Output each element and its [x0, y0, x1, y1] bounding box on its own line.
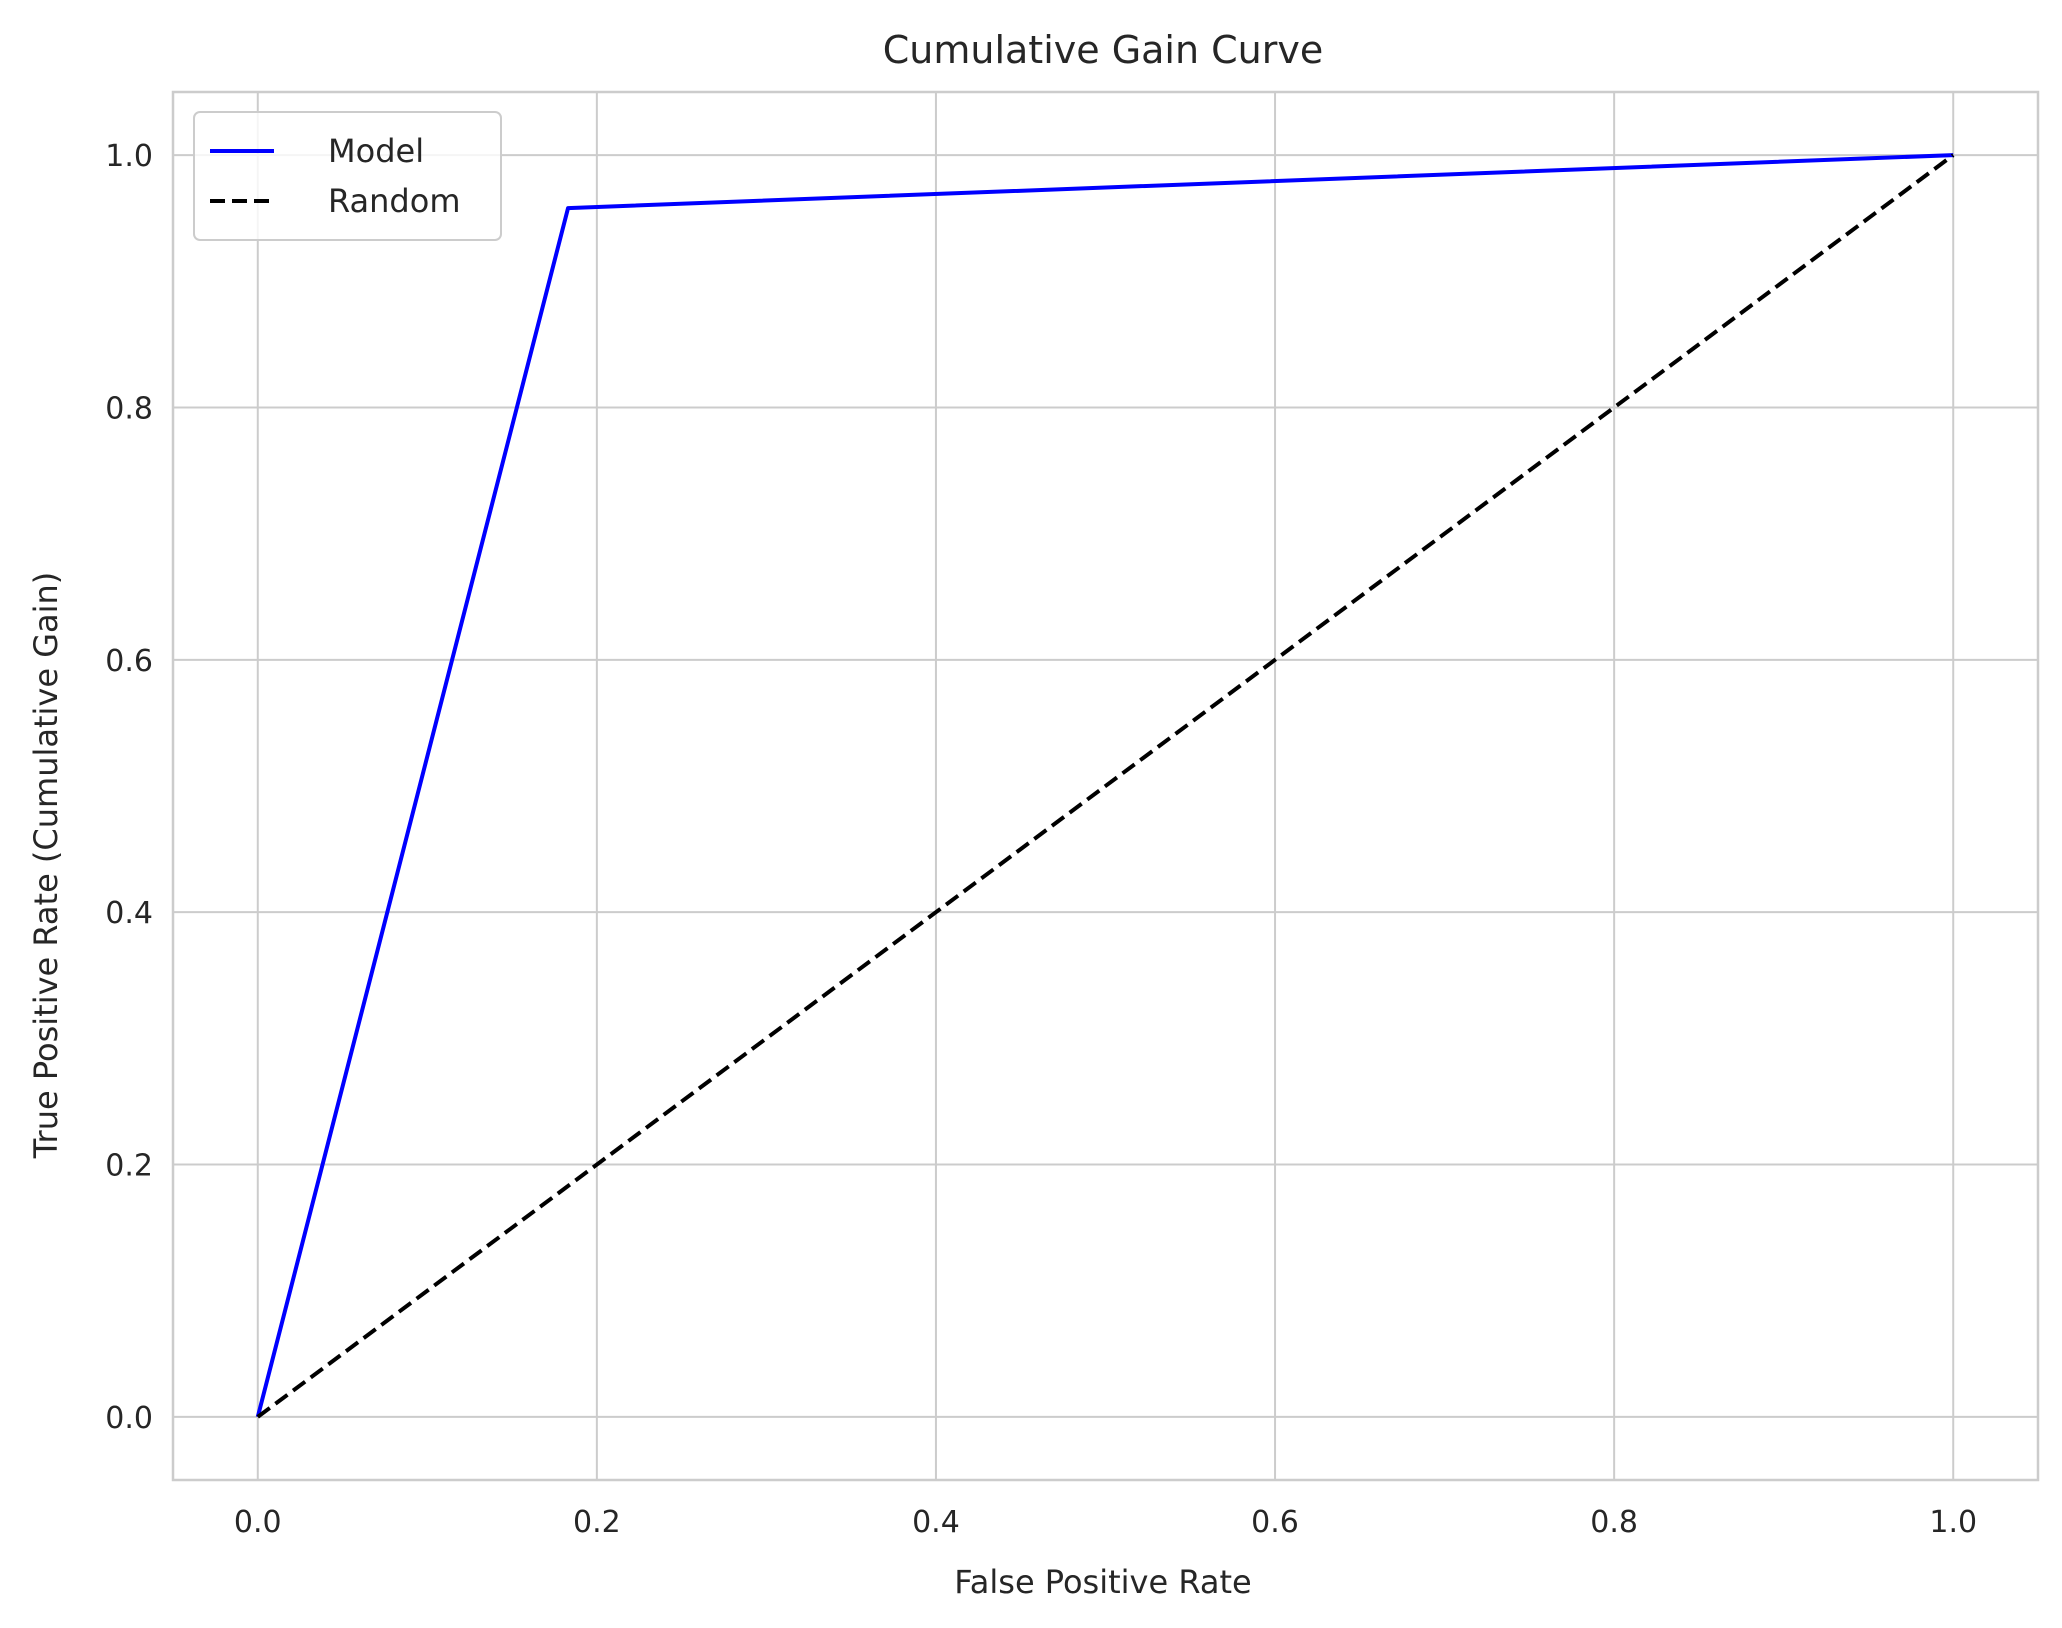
legend: Model Random	[193, 111, 502, 241]
series-line-random	[256, 153, 1955, 1419]
y-tick-label: 0.4	[105, 896, 153, 931]
chart-title: Cumulative Gain Curve	[883, 28, 1324, 72]
x-tick-label: 0.8	[1590, 1505, 1638, 1540]
y-axis-label: True Positive Rate (Cumulative Gain)	[27, 572, 65, 1160]
y-tick-label: 0.2	[105, 1149, 153, 1184]
legend-box	[193, 111, 502, 241]
legend-label-random: Random	[328, 182, 460, 220]
y-tick-labels: 0.0 0.2 0.4 0.6 0.8 1.0	[105, 139, 153, 1436]
y-tick-label: 1.0	[105, 139, 153, 174]
x-tick-label: 0.0	[234, 1505, 282, 1540]
plot-area-frame	[171, 90, 2040, 1482]
y-tick-label: 0.6	[105, 644, 153, 679]
x-tick-label: 1.0	[1929, 1505, 1977, 1540]
x-tick-label: 0.2	[573, 1505, 621, 1540]
x-tick-label: 0.4	[912, 1505, 960, 1540]
x-tick-labels: 0.0 0.2 0.4 0.6 0.8 1.0	[234, 1505, 1977, 1540]
series-lines	[255, 153, 1955, 1419]
y-tick-label: 0.0	[105, 1401, 153, 1436]
y-tick-label: 0.8	[105, 391, 153, 426]
x-tick-label: 0.6	[1251, 1505, 1299, 1540]
series-line-model	[255, 153, 1954, 1418]
x-axis-label: False Positive Rate	[954, 1563, 1251, 1601]
legend-label-model: Model	[328, 132, 424, 170]
